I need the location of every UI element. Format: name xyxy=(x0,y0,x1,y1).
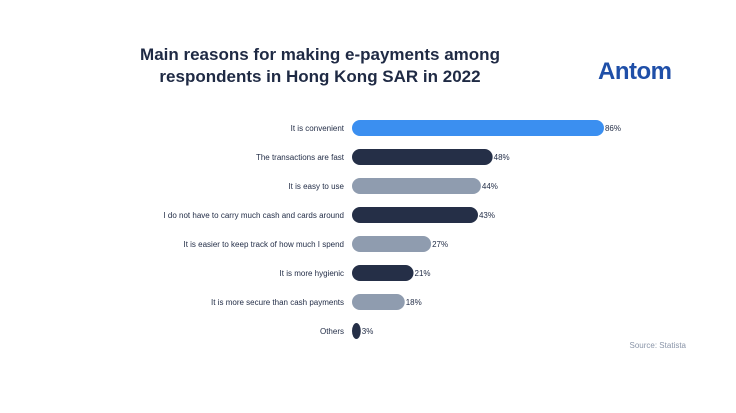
value-label: 48% xyxy=(494,153,510,162)
value-label: 21% xyxy=(415,269,431,278)
bar xyxy=(352,120,604,136)
bar xyxy=(352,294,405,310)
bar xyxy=(352,236,432,252)
value-label: 27% xyxy=(432,240,448,249)
category-label: It is convenient xyxy=(291,124,345,133)
value-label: 44% xyxy=(482,182,498,191)
bar xyxy=(352,323,361,339)
bar xyxy=(352,149,493,165)
source-note: Source: Statista xyxy=(629,341,686,350)
chart-title: Main reasons for making e-payments among… xyxy=(110,44,530,88)
category-label: The transactions are fast xyxy=(256,153,345,162)
value-label: 43% xyxy=(479,211,495,220)
value-label: 18% xyxy=(406,298,422,307)
category-label: I do not have to carry much cash and car… xyxy=(163,211,344,220)
category-label: It is easy to use xyxy=(288,182,344,191)
chart-title-line-2: respondents in Hong Kong SAR in 2022 xyxy=(159,67,481,86)
category-label: It is more secure than cash payments xyxy=(211,298,344,307)
chart-title-line-1: Main reasons for making e-payments among xyxy=(140,45,500,64)
value-label: 86% xyxy=(605,124,621,133)
brand-logo: Antom xyxy=(598,58,672,85)
category-label: It is more hygienic xyxy=(280,269,344,278)
category-label: Others xyxy=(320,327,344,336)
bar xyxy=(352,207,478,223)
value-label: 3% xyxy=(362,327,374,336)
category-label: It is easier to keep track of how much I… xyxy=(183,240,344,249)
bar xyxy=(352,265,414,281)
bar xyxy=(352,178,481,194)
